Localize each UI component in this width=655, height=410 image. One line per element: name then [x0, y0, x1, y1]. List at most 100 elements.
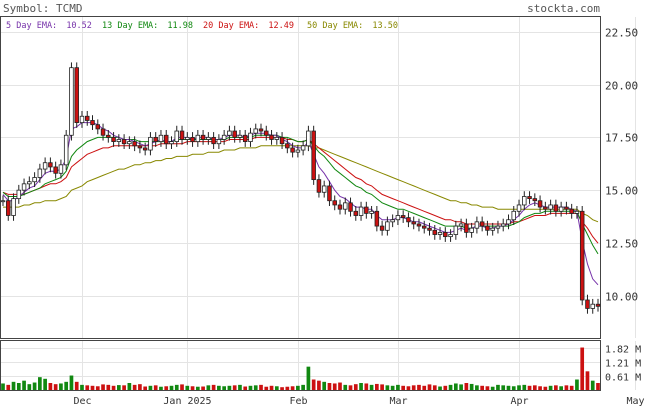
candle-body	[522, 196, 527, 206]
candle-body	[553, 204, 559, 212]
candle	[448, 229, 453, 242]
volume-bar	[238, 384, 242, 390]
candle-body	[106, 134, 111, 138]
candle-body	[495, 225, 501, 229]
legend-ema20-value: 12.49	[268, 21, 294, 31]
volume-bar	[296, 385, 300, 390]
volume-bar	[201, 386, 205, 390]
candle-body	[321, 185, 327, 193]
volume-bar	[438, 386, 442, 390]
candle-body	[411, 221, 416, 225]
candle	[506, 214, 511, 230]
candle-body	[395, 215, 401, 221]
candle-body	[511, 210, 516, 221]
candle	[200, 129, 206, 145]
volume-bar	[232, 385, 237, 390]
candle	[195, 129, 201, 147]
candle	[163, 129, 169, 149]
candle	[258, 123, 264, 137]
candle	[406, 212, 411, 228]
volume-bar	[143, 386, 148, 390]
volume-bar	[27, 384, 32, 390]
volume-bar	[11, 381, 16, 390]
volume-bar	[596, 383, 600, 390]
candle	[474, 216, 480, 234]
candle-body	[195, 134, 201, 142]
volume-bar	[411, 385, 416, 390]
candle	[590, 298, 595, 314]
candle-body	[185, 136, 190, 140]
candle	[285, 138, 290, 154]
candle	[390, 214, 395, 228]
candle	[158, 129, 164, 147]
candle	[148, 132, 153, 156]
volume-bar	[511, 386, 516, 390]
candle	[574, 206, 580, 219]
date-tick-label: Jan 2025	[163, 396, 211, 406]
price-panel	[0, 16, 601, 339]
candle	[558, 201, 564, 217]
candle	[511, 206, 516, 226]
candle	[348, 197, 353, 217]
candle	[453, 220, 459, 240]
grid-lines	[1, 17, 636, 390]
volume-bar	[122, 385, 126, 390]
candle-body	[500, 223, 506, 227]
candle	[385, 216, 390, 236]
volume-bar	[501, 385, 506, 390]
candle-body	[74, 67, 79, 123]
volume-bar	[417, 384, 421, 390]
volume-bar	[432, 385, 437, 390]
candle-body	[527, 196, 532, 200]
candle	[411, 216, 416, 230]
price-tick-label: 20.00	[605, 80, 638, 93]
candle-body	[327, 185, 332, 202]
candle-body	[216, 139, 222, 145]
candle-body	[163, 134, 169, 145]
candle-body	[479, 221, 485, 227]
volume-bar	[385, 385, 390, 390]
candle	[527, 191, 532, 204]
legend-ema5-value: 10.52	[66, 21, 92, 31]
candle	[400, 210, 406, 223]
volume-bar	[359, 383, 363, 390]
candle-body	[558, 206, 564, 212]
candle-body	[158, 134, 164, 142]
volume-bar	[459, 384, 463, 390]
candle	[332, 195, 337, 211]
volume-bar	[253, 385, 258, 390]
volume-bar	[585, 371, 590, 390]
date-tick-label: Feb	[289, 396, 307, 406]
candle-body	[532, 198, 538, 202]
volume-bar	[364, 383, 369, 390]
candle-body	[574, 210, 580, 214]
candle-body	[358, 206, 364, 216]
candle-body	[427, 227, 432, 231]
candle	[232, 125, 237, 143]
candle-body	[258, 128, 264, 132]
candle	[63, 129, 69, 171]
volume-bar	[306, 366, 311, 390]
volume-bar	[301, 384, 305, 390]
candle	[274, 132, 280, 145]
candle-body	[16, 189, 22, 200]
candle-body	[148, 136, 153, 151]
volume-bar	[380, 384, 384, 390]
candle	[111, 132, 116, 147]
candle-body	[579, 210, 585, 301]
candle	[11, 193, 16, 221]
candle-body	[295, 149, 301, 153]
volume-bar	[285, 386, 290, 390]
volume-bar	[148, 385, 153, 390]
candle-body	[174, 130, 180, 142]
candle-body	[353, 210, 359, 216]
volume-bar	[80, 384, 84, 390]
price-tick-label: 15.00	[605, 185, 638, 198]
candle-body	[95, 124, 101, 130]
volume-tick-label: 0.61 M	[605, 373, 641, 384]
volume-bar	[575, 379, 579, 390]
volume-bar	[569, 385, 574, 390]
candle-body	[232, 130, 237, 138]
